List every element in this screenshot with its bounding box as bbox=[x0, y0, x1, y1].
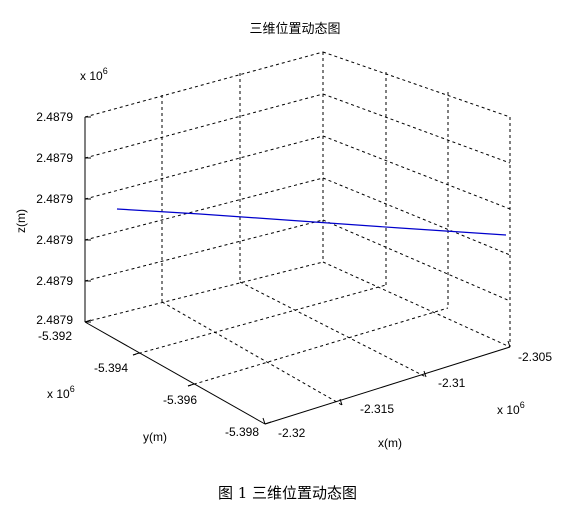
z-tick-label: 2.4879 bbox=[36, 192, 73, 206]
z-exponent-label: x 106 bbox=[80, 66, 108, 83]
x-tick-label: -2.305 bbox=[518, 350, 552, 364]
axis-box bbox=[84, 117, 511, 425]
y-exponent-label: x 106 bbox=[47, 384, 75, 401]
z-tick-label: 2.4879 bbox=[36, 110, 73, 124]
figure-caption: 图 1 三维位置动态图 bbox=[217, 484, 358, 502]
y-tick-label: -5.394 bbox=[94, 361, 128, 375]
grid-wall-left bbox=[84, 51, 324, 322]
y-axis-label: y(m) bbox=[143, 430, 167, 444]
y-tick-label: -5.392 bbox=[38, 329, 72, 343]
x-tick-label: -2.315 bbox=[360, 402, 394, 416]
y-axis-line bbox=[84, 321, 266, 425]
chart-title: 三维位置动态图 bbox=[249, 22, 340, 37]
x-exponent-label: x 106 bbox=[497, 400, 525, 417]
series-layer bbox=[116, 208, 507, 236]
z-tick-label: 2.4879 bbox=[36, 313, 73, 327]
series-line bbox=[116, 208, 507, 236]
y-tick-label: -5.398 bbox=[225, 425, 259, 439]
z-tick-label: 2.4879 bbox=[36, 233, 73, 247]
z-axis-label: z(m) bbox=[14, 209, 28, 233]
x-axis-line bbox=[264, 346, 511, 425]
z-tick-label: 2.4879 bbox=[36, 151, 73, 165]
z-tick-label: 2.4879 bbox=[36, 274, 73, 288]
x-tick-label: -2.31 bbox=[438, 376, 466, 390]
y-tick-label: -5.396 bbox=[163, 393, 197, 407]
x-axis-label: x(m) bbox=[378, 436, 402, 450]
grid-floor bbox=[84, 261, 511, 406]
x-tick-label: -2.32 bbox=[278, 426, 306, 440]
grid-wall-right bbox=[322, 51, 511, 347]
axis-ticks bbox=[84, 116, 511, 425]
